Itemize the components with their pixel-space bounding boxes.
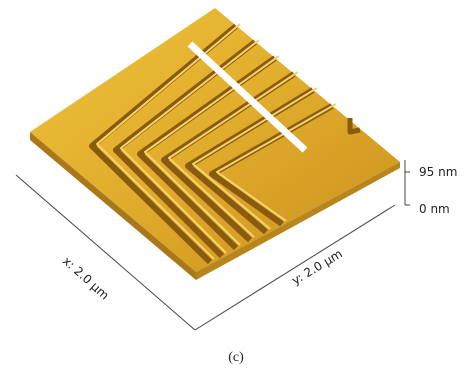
- scale-top: 95 nm: [419, 165, 457, 179]
- scale-bottom: 0 nm: [419, 202, 450, 216]
- x-axis-label: x: 2.0 µm: [60, 254, 112, 303]
- caption: (c): [228, 350, 244, 365]
- afm-figure: 95 nm 0 nm x: 2.0 µm y: 2.0 µm (c): [0, 0, 473, 379]
- y-axis-label: y: 2.0 µm: [289, 247, 344, 288]
- surface: [30, 8, 400, 280]
